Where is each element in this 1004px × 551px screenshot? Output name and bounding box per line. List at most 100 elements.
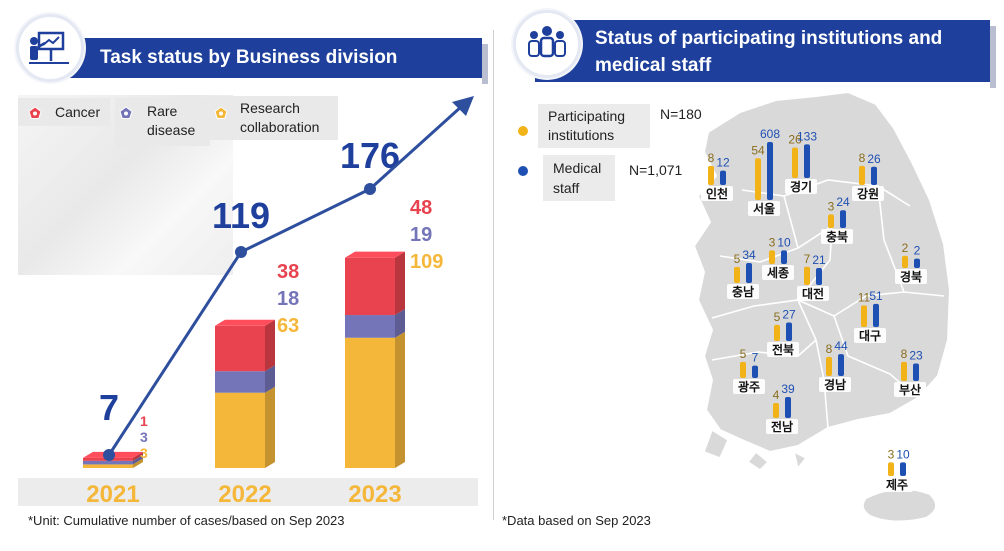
institutions-value-대구: 11 xyxy=(858,290,871,304)
value-label-research-collaboration-2022: 63 xyxy=(277,315,299,337)
legend-rare: Rare disease xyxy=(115,98,210,146)
institutions-value-서울: 54 xyxy=(751,143,765,157)
bar-top xyxy=(345,251,405,258)
institutions-bar-대전 xyxy=(804,266,810,285)
institutions-value-제주: 3 xyxy=(888,447,895,461)
institutions-value-세종: 3 xyxy=(769,235,776,249)
staff-value-강원: 26 xyxy=(867,152,881,166)
presentation-icon-svg xyxy=(29,31,69,64)
region-제주: 3 10 제주 xyxy=(881,447,913,492)
region-인천: 8 12 인천 xyxy=(701,151,733,201)
bar-segment-rare-disease-2022 xyxy=(215,365,275,393)
right-footnote: *Data based on Sep 2023 xyxy=(502,513,651,528)
region-label-bg xyxy=(727,284,759,299)
bar-side xyxy=(133,451,143,461)
institutions-value-충남: 5 xyxy=(734,252,741,266)
bar-front xyxy=(215,392,265,468)
staff-bar-대전 xyxy=(816,268,822,285)
bar-front xyxy=(345,257,395,316)
region-label-bg xyxy=(894,382,926,397)
region-전북: 5 27 전북 xyxy=(767,308,799,357)
region-label-부산: 부산 xyxy=(899,382,921,397)
cancer-pentagon-icon xyxy=(28,106,42,119)
institutions-value-부산: 8 xyxy=(901,347,908,361)
staff-value-경남: 44 xyxy=(834,339,848,353)
staff-bar-서울 xyxy=(767,142,773,200)
region-label-bg xyxy=(895,269,927,284)
legend-institutions-label-2: institutions xyxy=(548,127,615,143)
institutions-bar-대구 xyxy=(861,305,867,327)
bar-segment-research-collaboration-2023 xyxy=(345,331,405,468)
staff-value-전북: 27 xyxy=(782,308,796,322)
legend-institutions-label-1: Participating xyxy=(548,108,626,124)
right-title-bar: Status of participating institutions and… xyxy=(535,20,996,88)
left-title: Task status by Business division xyxy=(100,47,398,68)
region-label-bg xyxy=(762,265,794,280)
staff-value-경북: 2 xyxy=(914,244,921,258)
region-경남: 8 44 경남 xyxy=(819,339,851,392)
bar-front xyxy=(345,337,395,468)
bar-front xyxy=(83,464,133,468)
institutions-value-경남: 8 xyxy=(826,342,833,356)
staff-bar-부산 xyxy=(913,363,919,381)
people-group-icon xyxy=(528,26,566,58)
region-label-bg xyxy=(852,186,884,201)
institutions-value-광주: 5 xyxy=(740,347,747,361)
region-부산: 8 23 부산 xyxy=(894,347,926,397)
bar-side xyxy=(133,454,143,465)
trend-point-2021 xyxy=(103,449,115,461)
staff-value-충북: 24 xyxy=(836,195,850,209)
value-label-cancer-2022: 38 xyxy=(277,261,299,283)
trend-line xyxy=(103,96,474,461)
total-label-2021: 7 xyxy=(99,387,119,428)
region-label-대전: 대전 xyxy=(802,286,824,301)
staff-value-광주: 7 xyxy=(752,351,759,365)
region-세종: 3 10 세종 xyxy=(762,235,794,280)
staff-bar-세종 xyxy=(781,250,787,264)
right-title-bar-shadow xyxy=(990,26,996,88)
staff-value-전남: 39 xyxy=(781,382,795,396)
left-footnote: *Unit: Cumulative number of cases/based … xyxy=(28,513,345,528)
staff-value-세종: 10 xyxy=(777,235,791,249)
region-label-충남: 충남 xyxy=(732,284,754,299)
staff-value-경기: 133 xyxy=(797,129,817,143)
region-label-경북: 경북 xyxy=(900,270,922,284)
region-label-bg xyxy=(785,179,817,194)
staff-value-제주: 10 xyxy=(896,447,910,461)
trend-point-2023 xyxy=(364,183,376,195)
right-title-line2: medical staff xyxy=(595,55,712,76)
institutions-bar-충북 xyxy=(828,214,834,228)
institutions-bar-세종 xyxy=(769,250,775,264)
region-label-전남: 전남 xyxy=(771,419,793,434)
staff-dot xyxy=(518,166,528,176)
staff-bar-충남 xyxy=(746,263,752,283)
bar-top xyxy=(215,319,275,326)
bar-segment-research-collaboration-2021 xyxy=(83,458,143,468)
staff-value-인천: 12 xyxy=(716,156,730,170)
region-label-경남: 경남 xyxy=(824,377,846,392)
institutions-bar-경북 xyxy=(902,255,908,268)
bar-group-2022 xyxy=(215,319,275,468)
trend-line-path xyxy=(107,104,464,456)
region-label-bg xyxy=(748,201,780,216)
region-label-경기: 경기 xyxy=(790,179,812,194)
region-충북: 3 24 충북 xyxy=(821,195,853,244)
bar-side xyxy=(133,458,143,468)
year-label-2023: 2023 xyxy=(348,481,401,508)
value-label-research-collaboration-2023: 109 xyxy=(410,251,443,273)
region-label-bg xyxy=(797,286,829,301)
institutions-bar-전북 xyxy=(774,324,780,341)
region-강원: 8 26 강원 xyxy=(852,151,884,201)
region-충남: 5 34 충남 xyxy=(727,248,759,299)
legend-institutions-n: N=180 xyxy=(660,106,702,122)
research-pentagon-icon xyxy=(214,106,228,119)
title-bar-shadow xyxy=(482,44,488,84)
region-경북: 2 2 경북 xyxy=(895,241,927,284)
region-label-bg xyxy=(821,229,853,244)
staff-value-부산: 23 xyxy=(909,348,923,362)
staff-bar-광주 xyxy=(752,365,758,378)
institutions-dot xyxy=(518,126,528,136)
